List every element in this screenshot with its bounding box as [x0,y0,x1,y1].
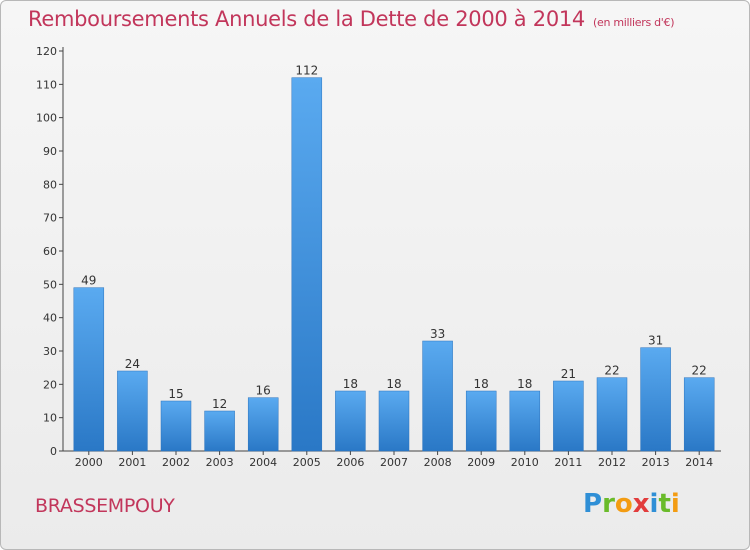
x-tick-label-2002: 2002 [162,456,190,469]
y-tick-label: 10 [43,412,57,425]
logo-letter: t [658,489,671,519]
bar-2012 [596,377,628,452]
bar-2002 [160,400,192,452]
bar-2013 [640,347,671,452]
x-tick-label-2000: 2000 [75,456,103,469]
x-tick-label-2013: 2013 [642,456,670,469]
data-label-2000: 49 [81,274,96,288]
data-label-2013: 31 [648,334,663,348]
y-tick-label: 110 [36,78,57,91]
bar-2004 [247,397,279,452]
bar-2008 [422,340,453,452]
y-tick-label: 0 [50,445,57,458]
logo-letter: x [632,489,650,519]
x-tick-label-2007: 2007 [380,456,408,469]
commune-name: BRASSEMPOUY [35,495,175,517]
logo-letter: i [670,489,680,519]
bar-2006 [335,390,366,452]
data-label-2008: 33 [430,327,445,341]
y-tick-label: 50 [43,278,57,291]
x-tick-label-2006: 2006 [336,456,364,469]
y-tick-label: 80 [43,178,57,191]
y-tick-label: 60 [43,245,57,258]
bar-2001 [117,370,148,452]
x-tick-label-2010: 2010 [511,456,539,469]
data-label-2006: 18 [343,377,358,391]
y-tick-label: 30 [43,345,57,358]
bar-2007 [378,390,410,452]
logo-letter: i [649,489,659,519]
y-tick-label: 20 [43,378,57,391]
chart-title: Remboursements Annuels de la Dette de 20… [28,7,675,31]
data-label-2007: 18 [386,377,401,391]
x-tick-label-2012: 2012 [598,456,626,469]
logo-letter: P [583,489,603,519]
x-tick-label-2009: 2009 [467,456,495,469]
proxiti-logo: Proxiti [583,489,680,519]
x-tick-label-2014: 2014 [685,456,713,469]
y-tick-label: 40 [43,312,57,325]
x-tick-label-2008: 2008 [424,456,452,469]
bar-2003 [204,410,235,452]
x-tick-label-2011: 2011 [554,456,582,469]
bar-2005 [291,77,323,452]
bar-2014 [683,377,715,452]
data-label-2003: 12 [212,397,227,411]
y-tick-label: 90 [43,145,57,158]
y-tick-label: 100 [36,112,57,125]
y-tick-label: 70 [43,212,57,225]
x-tick-label-2004: 2004 [249,456,277,469]
x-tick-label-2005: 2005 [293,456,321,469]
data-label-2001: 24 [125,357,140,371]
logo-letter: o [614,489,633,519]
bar-2011 [553,380,584,452]
data-label-2014: 22 [692,364,707,378]
data-label-2011: 21 [561,367,576,381]
bar-2000 [73,287,105,452]
data-label-2004: 16 [256,384,271,398]
data-label-2002: 15 [168,387,183,401]
data-label-2005: 112 [295,64,318,78]
x-tick-label-2003: 2003 [206,456,234,469]
data-label-2012: 22 [604,364,619,378]
chart-subtitle: (en milliers d'€) [593,16,675,29]
data-label-2009: 18 [474,377,489,391]
logo-letter: r [602,489,615,519]
x-tick-label-2001: 2001 [118,456,146,469]
y-tick-label: 120 [36,45,57,58]
bar-2010 [509,390,541,452]
bar-2009 [465,390,497,452]
data-label-2010: 18 [517,377,532,391]
